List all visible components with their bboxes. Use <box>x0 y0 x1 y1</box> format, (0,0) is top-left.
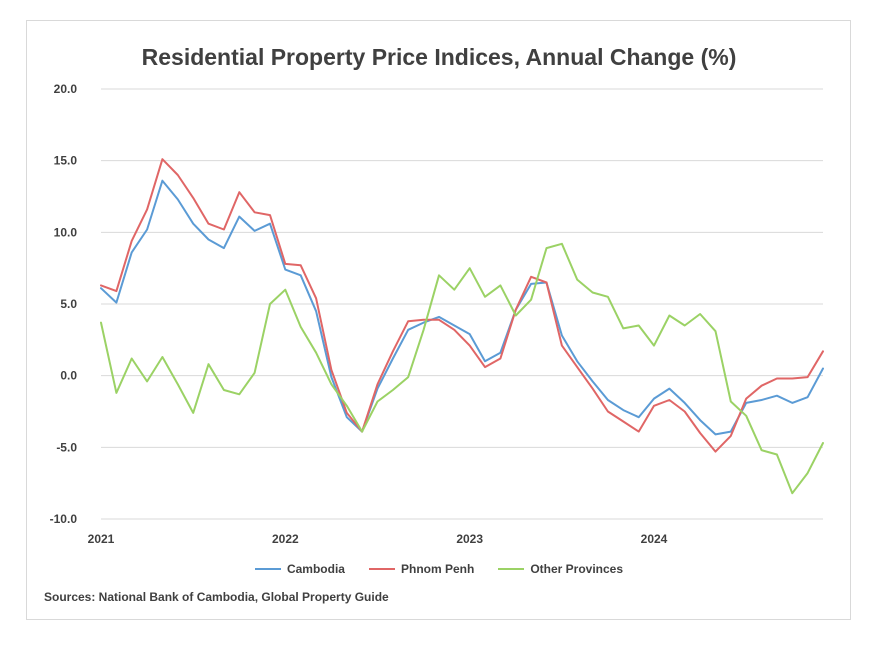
x-tick-label: 2024 <box>641 532 668 546</box>
x-tick-label: 2022 <box>272 532 299 546</box>
series-line-cambodia <box>100 179 824 436</box>
x-tick-label: 2023 <box>456 532 483 546</box>
y-tick-label: 20.0 <box>54 82 78 96</box>
series-line-other-provinces <box>100 242 824 495</box>
legend-swatch-other-provinces <box>498 568 525 570</box>
chart-source: Sources: National Bank of Cambodia, Glob… <box>44 590 389 604</box>
y-tick-label: -5.0 <box>56 440 77 454</box>
legend-item-cambodia: Cambodia <box>254 562 345 576</box>
y-tick-label: 15.0 <box>54 154 78 168</box>
chart-title: Residential Property Price Indices, Annu… <box>141 44 737 70</box>
y-tick-label: 5.0 <box>60 297 77 311</box>
y-tick-label: -10.0 <box>50 512 78 526</box>
legend-swatch-cambodia <box>254 568 281 570</box>
y-tick-label: 10.0 <box>54 225 78 239</box>
legend-item-phnom-penh: Phnom Penh <box>368 562 475 576</box>
x-tick-label: 2021 <box>88 532 115 546</box>
chart-legend: Cambodia Phnom Penh Other Provinces <box>0 562 878 576</box>
legend-label-phnom-penh: Phnom Penh <box>400 562 475 576</box>
legend-label-other-provinces: Other Provinces <box>530 562 624 576</box>
legend-item-other-provinces: Other Provinces <box>498 562 623 576</box>
y-tick-label: 0.0 <box>60 369 77 383</box>
series-line-phnom-penh <box>100 158 824 453</box>
legend-swatch-phnom-penh <box>368 568 395 570</box>
legend-label-cambodia: Cambodia <box>286 562 345 576</box>
